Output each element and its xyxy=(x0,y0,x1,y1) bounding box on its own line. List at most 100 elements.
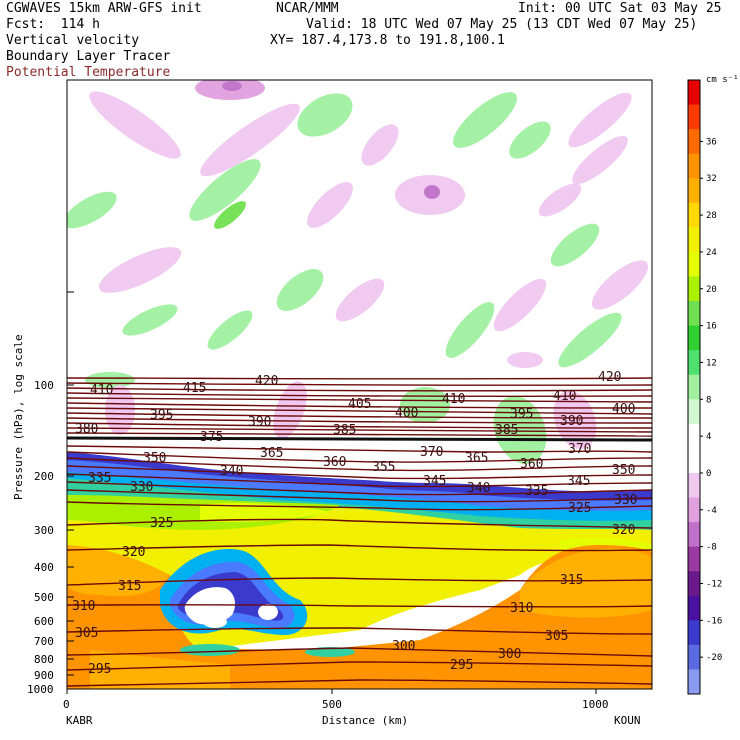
colorbar-swatch xyxy=(688,301,700,327)
colorbar-tick-label: 20 xyxy=(706,285,717,295)
colorbar-tick-label: -20 xyxy=(706,653,722,663)
colorbar-swatch xyxy=(688,644,700,670)
colorbar-swatch xyxy=(688,104,700,130)
label-350-left: 350 xyxy=(143,451,166,466)
colorbar-swatch xyxy=(688,80,700,106)
shaded-field: 410 415 420 395 390 405 400 410 380 375 … xyxy=(67,80,652,689)
label-395-left: 395 xyxy=(150,408,173,423)
colorbar-swatch xyxy=(688,374,700,400)
label-365-left: 365 xyxy=(260,446,283,461)
label-370-left: 370 xyxy=(420,445,443,460)
ytick-300: 300 xyxy=(34,524,54,537)
label-295-right: 295 xyxy=(450,658,473,673)
field-potential-temperature: Potential Temperature xyxy=(6,65,171,80)
label-395-right: 395 xyxy=(510,407,533,422)
colorbar-swatch xyxy=(688,153,700,179)
xtick-500: 500 xyxy=(322,698,342,711)
colorbar-swatch xyxy=(688,350,700,376)
colorbar-tick-label: 32 xyxy=(706,174,717,184)
init-time: Init: 00 UTC Sat 03 May 25 xyxy=(518,1,722,16)
x-axis: 0 500 1000 KABR Distance (km) KOUN xyxy=(63,689,641,727)
label-335-left: 335 xyxy=(88,471,111,486)
label-400-right: 400 xyxy=(612,402,635,417)
colorbar-swatch xyxy=(688,423,700,449)
ytick-100: 100 xyxy=(34,379,54,392)
label-360-left: 360 xyxy=(323,455,346,470)
colorbar-swatch xyxy=(688,178,700,204)
label-420-left: 420 xyxy=(255,374,278,389)
label-325-left: 325 xyxy=(150,516,173,531)
forecast-hour: Fcst: 114 h xyxy=(6,17,100,32)
label-310-left: 310 xyxy=(72,599,95,614)
colorbar-swatch xyxy=(688,595,700,621)
colorbar-swatch xyxy=(688,669,700,695)
label-300-left: 300 xyxy=(392,639,415,654)
ytick-400: 400 xyxy=(34,561,54,574)
colorbar-frame xyxy=(687,79,701,695)
label-340-right: 340 xyxy=(467,481,490,496)
label-390-left: 390 xyxy=(248,415,271,430)
colorbar-swatch xyxy=(688,129,700,155)
colorbar-tick-label: -16 xyxy=(706,616,722,626)
label-410-mid: 410 xyxy=(442,392,465,407)
label-390-right: 390 xyxy=(560,414,583,429)
colorbar-swatch xyxy=(688,325,700,351)
colorbar-tick-label: 12 xyxy=(706,358,717,368)
colorbar-swatch xyxy=(688,620,700,646)
ytick-1000: 1000 xyxy=(27,683,54,696)
stratosphere-waves xyxy=(67,80,649,388)
label-410-left: 410 xyxy=(90,383,113,398)
ytick-200: 200 xyxy=(34,470,54,483)
label-305-left: 305 xyxy=(75,626,98,641)
label-305-right: 305 xyxy=(545,629,568,644)
colorbar-tick-label: 36 xyxy=(706,137,717,147)
colorbar-tick-label: 16 xyxy=(706,322,717,332)
label-410-right: 410 xyxy=(553,389,576,404)
colorbar-tick-label: 4 xyxy=(706,432,711,442)
label-315-right: 315 xyxy=(560,573,583,588)
label-420-right: 420 xyxy=(598,370,621,385)
label-330-right: 330 xyxy=(614,493,637,508)
colorbar-tick-label: -12 xyxy=(706,579,722,589)
y-axis-label: Pressure (hPa), log scale xyxy=(12,334,25,500)
valid-time: Valid: 18 UTC Wed 07 May 25 (13 CDT Wed … xyxy=(306,17,698,32)
label-295-left: 295 xyxy=(88,662,111,677)
ytick-500: 500 xyxy=(34,591,54,604)
label-345-left: 345 xyxy=(423,474,446,489)
colorbar-swatch xyxy=(688,399,700,425)
colorbar-unit: cm s⁻¹ xyxy=(706,75,739,85)
theta-contours xyxy=(67,377,652,687)
label-380: 380 xyxy=(75,422,98,437)
label-405: 405 xyxy=(348,397,371,412)
ytick-700: 700 xyxy=(34,635,54,648)
colorbar-swatch xyxy=(688,202,700,228)
label-365-right: 365 xyxy=(465,451,488,466)
x-start-station: KABR xyxy=(66,714,93,727)
colorbar-swatch xyxy=(688,276,700,302)
label-345-right: 345 xyxy=(567,474,590,489)
ytick-600: 600 xyxy=(34,615,54,628)
xtick-1000: 1000 xyxy=(582,698,609,711)
updraft-core-white xyxy=(184,587,236,625)
label-330-left: 330 xyxy=(130,480,153,495)
colorbar-tick-label: -4 xyxy=(706,506,717,516)
colorbar-tick-label: 24 xyxy=(706,248,717,258)
label-385-left: 385 xyxy=(333,423,356,438)
y-axis: 100 200 300 400 500 600 700 800 900 1000… xyxy=(12,291,74,696)
label-310-right: 310 xyxy=(510,601,533,616)
label-320-right: 320 xyxy=(612,523,635,538)
label-340-left: 340 xyxy=(220,464,243,479)
x-end-station: KOUN xyxy=(614,714,641,727)
colorbar: cm s⁻¹ 36 32 28 24 20 16 12 8 4 0 -4 -8 -12 -16 -20 xyxy=(687,75,739,695)
label-355: 355 xyxy=(372,460,395,475)
label-360-right: 360 xyxy=(520,457,543,472)
label-300-right: 300 xyxy=(498,647,521,662)
label-400-left: 400 xyxy=(395,406,418,421)
colorbar-tick-label: 0 xyxy=(706,469,711,479)
colorbar-swatch xyxy=(688,227,700,253)
label-335-right: 335 xyxy=(525,484,548,499)
field-vertical-velocity: Vertical velocity xyxy=(6,33,140,48)
label-325-right: 325 xyxy=(568,501,591,516)
colorbar-tick-label: 8 xyxy=(706,395,711,405)
